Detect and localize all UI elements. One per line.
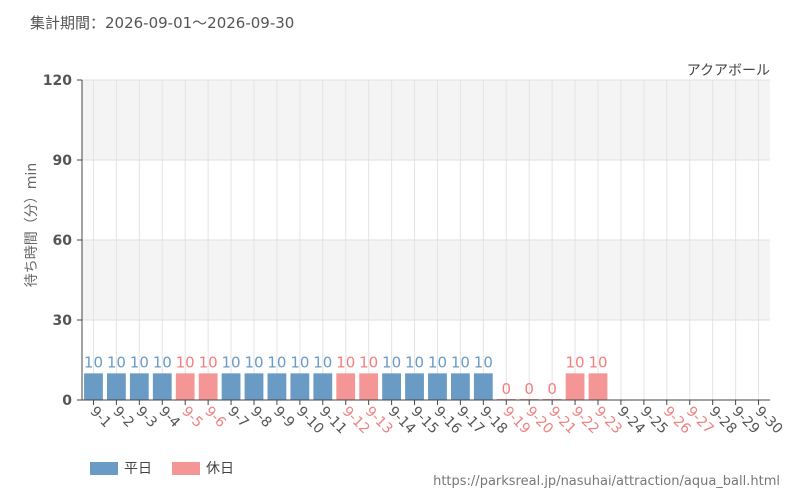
bar-value-label: 10 xyxy=(153,353,172,371)
bar xyxy=(428,373,447,400)
y-tick-label: 30 xyxy=(53,313,73,329)
y-tick-label: 0 xyxy=(62,393,72,409)
bar xyxy=(336,373,356,400)
y-axis-label: 待ち時間（分）min xyxy=(24,163,40,287)
x-tick-label: 9-5 xyxy=(178,404,205,431)
x-tick-label: 9-1 xyxy=(87,404,114,431)
bar-value-label: 10 xyxy=(199,353,218,371)
bar-value-label: 10 xyxy=(474,353,493,371)
x-tick-label: 9-9 xyxy=(270,404,297,431)
bar xyxy=(84,373,103,400)
source-url[interactable]: https://parksreal.jp/nasuhai/attraction/… xyxy=(433,474,780,489)
plot-background xyxy=(82,80,770,400)
bar-value-label: 10 xyxy=(107,353,126,371)
grid-lines xyxy=(82,79,770,400)
bar-value-label: 0 xyxy=(524,380,534,398)
y-tick-label: 60 xyxy=(53,233,73,249)
x-tick-label: 9-4 xyxy=(155,404,183,432)
bar-value-label: 10 xyxy=(130,353,149,371)
bar xyxy=(290,373,310,400)
value-labels: 10 10 10 10 10 10 10 10 10 10 10 10 10 10 10 10 10 100 0 01… xyxy=(84,353,608,398)
bar xyxy=(588,373,608,400)
x-tick-labels: 9-19-29-39-49-59-69-79-89-99-109-119-129… xyxy=(87,404,786,438)
bar-value-label: 0 xyxy=(547,380,557,398)
x-tick-label: 9-7 xyxy=(224,404,251,431)
bar-value-label: 10 xyxy=(405,353,424,371)
bar-value-label: 0 xyxy=(501,380,511,398)
legend-label-holiday: 休日 xyxy=(206,461,234,477)
bar-value-label: 10 xyxy=(428,353,447,371)
plot-band xyxy=(82,160,770,240)
legend-swatch-holiday xyxy=(172,461,200,475)
plot-band xyxy=(82,320,770,400)
bars xyxy=(84,373,608,400)
bar-value-label: 10 xyxy=(566,353,585,371)
y-tick-labels: 0 30 60 90 120 xyxy=(43,73,72,409)
bar xyxy=(267,373,287,400)
bar xyxy=(473,373,493,400)
axes xyxy=(77,79,770,405)
chart-title: アクアボール xyxy=(687,63,770,79)
period-label: 集計期間：2026-09-01～2026-09-30 xyxy=(30,14,295,32)
bar-value-label: 10 xyxy=(290,353,309,371)
x-tick-label: 9-3 xyxy=(133,404,160,431)
plot-band xyxy=(82,240,770,320)
bar xyxy=(244,373,264,400)
bar-value-label: 10 xyxy=(176,353,195,371)
x-tick-label: 9-6 xyxy=(201,404,229,432)
bar-value-label: 10 xyxy=(84,353,103,371)
bar xyxy=(565,373,585,400)
x-tick-label: 9-2 xyxy=(110,404,137,431)
legend-label-weekday: 平日 xyxy=(124,461,152,477)
bar xyxy=(359,373,379,400)
bar-value-label: 10 xyxy=(359,353,378,371)
legend-item-holiday: 休日 xyxy=(172,458,234,478)
bar-value-label: 10 xyxy=(451,353,470,371)
bar xyxy=(152,373,172,400)
bar xyxy=(175,373,195,400)
x-tick-label: 9-8 xyxy=(247,404,274,431)
plot-band xyxy=(82,80,770,160)
bar xyxy=(106,373,126,400)
bar xyxy=(405,373,424,400)
legend-swatch-weekday xyxy=(90,461,118,475)
bar xyxy=(382,373,402,400)
bar xyxy=(198,373,218,400)
bar xyxy=(450,373,470,400)
y-tick-label: 90 xyxy=(53,153,73,169)
legend: 平日 休日 xyxy=(90,458,234,478)
bar-value-label: 10 xyxy=(267,353,286,371)
legend-item-weekday: 平日 xyxy=(90,458,152,478)
bar-value-label: 10 xyxy=(313,353,332,371)
bar-value-label: 10 xyxy=(244,353,263,371)
bar xyxy=(313,373,333,400)
bar-value-label: 10 xyxy=(382,353,401,371)
bar xyxy=(129,373,149,400)
bar-value-label: 10 xyxy=(588,353,607,371)
bar-value-label: 10 xyxy=(222,353,241,371)
y-tick-label: 120 xyxy=(43,73,72,89)
bar xyxy=(221,373,241,400)
bar-value-label: 10 xyxy=(336,353,355,371)
